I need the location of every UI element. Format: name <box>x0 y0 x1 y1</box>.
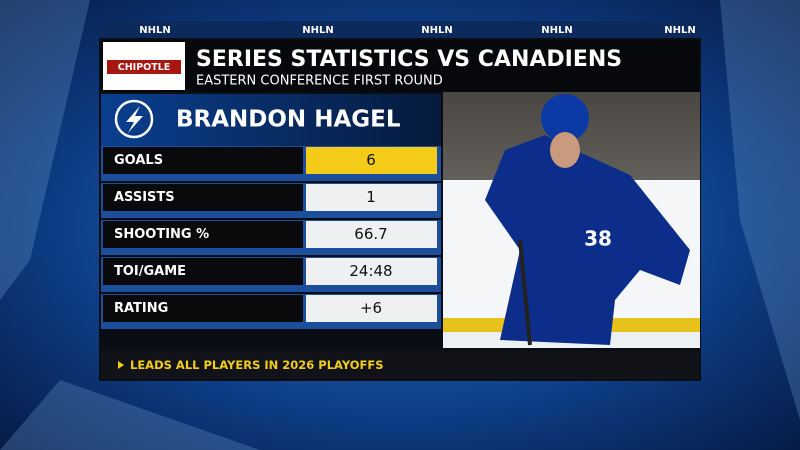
stats-table: GOALS 6 ASSISTS 1 SHOOTING % 66.7 TOI/GAME 24:4… <box>101 146 441 329</box>
stat-label-box <box>103 147 303 174</box>
sponsor-badge <box>107 60 181 74</box>
jersey-number: 38 <box>584 227 612 251</box>
stat-label-box <box>103 295 303 322</box>
team-logo-bolt <box>126 106 143 133</box>
title: SERIES STATISTICS VS CANADIENS <box>196 47 622 72</box>
footer-arrow <box>118 361 124 369</box>
network-logo: NHLN <box>302 25 333 36</box>
stat-value: +6 <box>360 299 382 317</box>
stat-label: TOI/GAME <box>114 264 186 279</box>
network-strip <box>99 21 701 38</box>
network-logo: NHLN <box>541 25 572 36</box>
team-logo-ring <box>114 99 154 139</box>
player-band <box>101 94 441 146</box>
stat-value-box <box>306 184 437 211</box>
sponsor-logo: CHIPOTLE <box>118 62 171 73</box>
footer-band <box>101 351 699 379</box>
stat-label-box <box>103 258 303 285</box>
stat-value-box <box>306 147 437 174</box>
network-logo: NHLN <box>139 25 170 36</box>
stat-label: GOALS <box>114 153 163 168</box>
stat-label: ASSISTS <box>114 190 175 205</box>
hockey-stick <box>518 239 532 346</box>
stat-value: 6 <box>366 151 376 169</box>
stat-label-box <box>103 221 303 248</box>
stat-value: 66.7 <box>354 225 387 243</box>
stat-value-box <box>306 258 437 285</box>
stat-label: SHOOTING % <box>114 227 209 242</box>
stat-value-box <box>306 221 437 248</box>
stat-value: 24:48 <box>349 262 392 280</box>
stat-label: RATING <box>114 301 168 316</box>
stat-value: 1 <box>366 188 376 206</box>
stat-value-box <box>306 295 437 322</box>
subtitle: EASTERN CONFERENCE FIRST ROUND <box>196 74 443 89</box>
network-logo: NHLN <box>664 25 695 36</box>
footer-note: LEADS ALL PLAYERS IN 2026 PLAYOFFS <box>130 358 384 372</box>
network-logo: NHLN <box>421 25 452 36</box>
player-name: BRANDON HAGEL <box>176 107 401 133</box>
player-jersey <box>485 135 690 345</box>
player-face <box>550 132 580 168</box>
player-helmet <box>541 94 589 142</box>
stat-label-box <box>103 184 303 211</box>
header-band <box>101 40 699 92</box>
